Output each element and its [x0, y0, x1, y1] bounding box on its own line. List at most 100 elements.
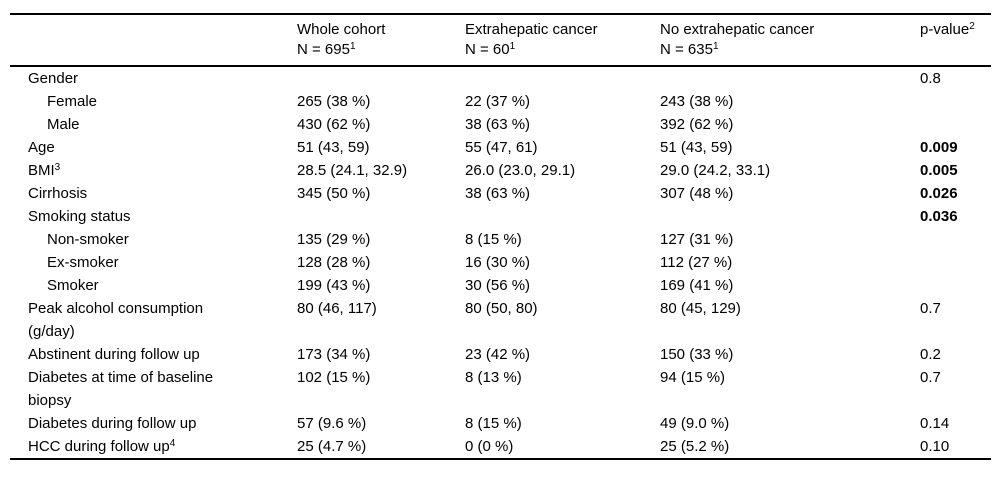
cell-value: 150 (33 %)	[660, 346, 734, 363]
row-label-line: Smoking status	[28, 208, 131, 225]
row-label: Non-smoker	[10, 228, 297, 251]
table-row: Ex-smoker 128 (28 %) 16 (30 %) 112 (27 %)	[10, 251, 991, 274]
p-value: 0.7	[920, 369, 941, 386]
p-value: 0.036	[920, 208, 958, 225]
p-value: 0.2	[920, 346, 941, 363]
column-title: No extrahepatic cancer	[660, 21, 815, 38]
row-label: Smoker	[10, 274, 297, 297]
row-label-line: BMI3	[28, 162, 61, 179]
p-value: 0.10	[920, 438, 950, 455]
footnote-marker: 1	[712, 41, 719, 52]
p-value: 0.7	[920, 300, 941, 317]
cell-value: 28.5 (24.1, 32.9)	[297, 162, 408, 179]
row-label-line: Non-smoker	[47, 231, 129, 248]
table-row: Diabetes during follow up 57 (9.6 %) 8 (15…	[10, 412, 991, 435]
table-row: Smoking status 0.036	[10, 205, 991, 228]
row-label-line: Peak alcohol consumption	[28, 300, 204, 317]
column-n-label: N = 635	[660, 41, 713, 58]
cell-value: 8 (15 %)	[465, 415, 522, 432]
cell-value: 80 (46, 117)	[297, 300, 377, 317]
column-header-p-value: p-value2	[910, 14, 991, 67]
cell-value: 57 (9.6 %)	[297, 415, 367, 432]
column-header-whole-cohort: Whole cohort N = 6951	[297, 14, 465, 67]
cell-value	[465, 205, 660, 228]
cell-value: 38 (63 %)	[465, 116, 531, 133]
cell-value: 169 (41 %)	[660, 277, 734, 294]
p-value: 0.005	[920, 162, 958, 179]
cell-value: 23 (42 %)	[465, 346, 531, 363]
table-row: Diabetes at time of baseline biopsy 102 (1…	[10, 366, 991, 412]
p-value: 0.8	[920, 70, 941, 87]
column-n: N = 6351	[660, 40, 910, 60]
cell-value: 173 (34 %)	[297, 346, 371, 363]
cell-value: 16 (30 %)	[465, 254, 531, 271]
cell-value: 25 (5.2 %)	[660, 438, 730, 455]
column-n-label: N = 695	[297, 41, 350, 58]
table-row: Cirrhosis 345 (50 %) 38 (63 %) 307 (48 %) 0.…	[10, 182, 991, 205]
cell-value: 127 (31 %)	[660, 231, 734, 248]
cell-value: 307 (48 %)	[660, 185, 734, 202]
p-value-header-label: p-value	[920, 21, 970, 38]
row-label: Diabetes during follow up	[10, 412, 297, 435]
row-label: Peak alcohol consumption (g/day)	[10, 297, 297, 343]
cell-value	[660, 66, 910, 90]
row-label: Smoking status	[10, 205, 297, 228]
row-label: Female	[10, 90, 297, 113]
row-label-line: Diabetes during follow up	[28, 415, 197, 432]
row-label: Male	[10, 113, 297, 136]
cell-value: 345 (50 %)	[297, 185, 371, 202]
cell-value: 0 (0 %)	[465, 438, 514, 455]
row-label: BMI3	[10, 159, 297, 182]
cell-value: 94 (15 %)	[660, 369, 726, 386]
cell-value: 80 (50, 80)	[465, 300, 538, 317]
row-label-line: Cirrhosis	[28, 185, 88, 202]
row-label: Age	[10, 136, 297, 159]
row-label-line: Ex-smoker	[47, 254, 119, 271]
column-n: N = 601	[465, 40, 660, 60]
cell-value: 55 (47, 61)	[465, 139, 538, 156]
column-n-label: N = 60	[465, 41, 510, 58]
cell-value	[297, 66, 465, 90]
p-value	[910, 274, 991, 297]
row-label-line: Male	[47, 116, 80, 133]
cell-value: 30 (56 %)	[465, 277, 531, 294]
cell-value: 26.0 (23.0, 29.1)	[465, 162, 576, 179]
table-body: Gender 0.8 Female 265 (38 %) 22 (37 %) 243 (3…	[10, 66, 991, 459]
cell-value: 49 (9.0 %)	[660, 415, 730, 432]
footnote-marker: 1	[509, 41, 516, 52]
table-row: BMI3 28.5 (24.1, 32.9) 26.0 (23.0, 29.1) 29…	[10, 159, 991, 182]
cell-value: 51 (43, 59)	[660, 139, 733, 156]
cell-value: 8 (15 %)	[465, 231, 522, 248]
cell-value	[465, 66, 660, 90]
footnote-marker: 3	[54, 162, 61, 173]
row-label-line: Diabetes at time of baseline	[28, 369, 214, 386]
row-label: Cirrhosis	[10, 182, 297, 205]
cell-value: 38 (63 %)	[465, 185, 531, 202]
table-row: Age 51 (43, 59) 55 (47, 61) 51 (43, 59) 0.00…	[10, 136, 991, 159]
footnote-marker: 1	[349, 41, 356, 52]
table-row: Female 265 (38 %) 22 (37 %) 243 (38 %)	[10, 90, 991, 113]
row-label-line: Abstinent during follow up	[28, 346, 200, 363]
p-value: 0.009	[920, 139, 958, 156]
footnote-marker: 2	[969, 21, 975, 32]
row-label: Abstinent during follow up	[10, 343, 297, 366]
row-label: Ex-smoker	[10, 251, 297, 274]
cell-value: 80 (45, 129)	[660, 300, 741, 317]
row-label: Diabetes at time of baseline biopsy	[10, 366, 297, 412]
cell-value: 8 (13 %)	[465, 369, 522, 386]
row-label-line: Age	[28, 139, 55, 156]
p-value: 0.026	[920, 185, 958, 202]
column-header-extrahepatic-cancer: Extrahepatic cancer N = 601	[465, 14, 660, 67]
cell-value: 51 (43, 59)	[297, 139, 370, 156]
column-header-no-extrahepatic-cancer: No extrahepatic cancer N = 6351	[660, 14, 910, 67]
cell-value	[297, 205, 465, 228]
column-n: N = 6951	[297, 40, 465, 60]
cell-value	[660, 205, 910, 228]
p-value	[910, 251, 991, 274]
column-title: Whole cohort	[297, 21, 386, 38]
table-row: Smoker 199 (43 %) 30 (56 %) 169 (41 %)	[10, 274, 991, 297]
p-value	[910, 90, 991, 113]
table-row: Peak alcohol consumption (g/day) 80 (46, 1…	[10, 297, 991, 343]
row-label: HCC during follow up4	[10, 435, 297, 459]
table-row: Gender 0.8	[10, 66, 991, 90]
